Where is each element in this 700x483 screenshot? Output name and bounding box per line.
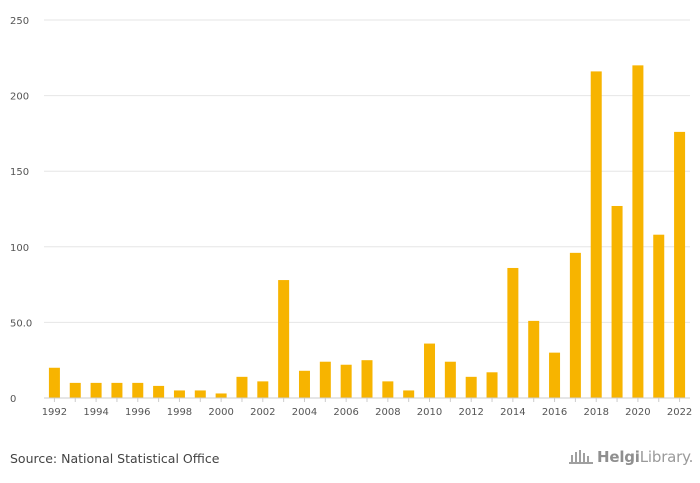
source-note: Source: National Statistical Office bbox=[10, 451, 220, 466]
bar bbox=[215, 393, 227, 398]
bar bbox=[278, 280, 290, 398]
bar bbox=[403, 390, 415, 398]
x-tick-label: 2012 bbox=[458, 407, 483, 418]
x-tick-label: 2022 bbox=[667, 407, 692, 418]
bar bbox=[632, 65, 644, 399]
logo-wordmark-rest: Library. bbox=[639, 448, 694, 466]
x-tick-label: 2016 bbox=[542, 407, 567, 418]
x-tick-label: 2006 bbox=[333, 407, 358, 418]
helgi-library-logo[interactable]: HelgiLibrary. bbox=[568, 448, 693, 466]
y-tick-label: 100 bbox=[10, 243, 29, 254]
bar bbox=[361, 360, 373, 398]
bar bbox=[194, 390, 206, 398]
bar-chart: 0 50.0 100 150 200 250 1992 1994 1996 1998 2000 200… bbox=[10, 16, 692, 418]
x-tick-label: 2014 bbox=[500, 407, 525, 418]
bar bbox=[465, 376, 477, 398]
x-tick-label: 2010 bbox=[417, 407, 442, 418]
logo-wordmark: HelgiLibrary. bbox=[597, 448, 693, 466]
y-tick-label: 250 bbox=[10, 16, 29, 27]
bar bbox=[486, 372, 498, 398]
bar bbox=[257, 381, 269, 398]
y-tick-label: 0 bbox=[10, 394, 16, 405]
bar bbox=[382, 381, 394, 398]
bar bbox=[653, 234, 665, 398]
x-tick-label: 2000 bbox=[208, 407, 233, 418]
bar bbox=[173, 390, 185, 398]
bar bbox=[528, 320, 540, 398]
bar bbox=[611, 205, 623, 398]
bar bbox=[132, 382, 144, 398]
bar bbox=[111, 382, 123, 398]
bar bbox=[319, 361, 331, 398]
bar bbox=[236, 376, 248, 398]
y-tick-label: 200 bbox=[10, 92, 29, 103]
x-tick-label: 2004 bbox=[292, 407, 317, 418]
y-tick-label: 150 bbox=[10, 167, 29, 178]
bar bbox=[444, 361, 456, 398]
x-tick-label: 1992 bbox=[42, 407, 67, 418]
x-tick-label: 1996 bbox=[125, 407, 150, 418]
bar bbox=[507, 267, 519, 398]
bar bbox=[48, 367, 60, 398]
logo-wordmark-bold: Helgi bbox=[597, 448, 640, 466]
bar bbox=[69, 382, 81, 398]
x-tick-label: 2018 bbox=[583, 407, 608, 418]
bar bbox=[298, 370, 310, 398]
x-tick-label: 1994 bbox=[83, 407, 108, 418]
bar bbox=[674, 131, 686, 398]
x-tick-label: 1998 bbox=[167, 407, 192, 418]
y-tick-label: 50.0 bbox=[10, 318, 32, 329]
bar bbox=[590, 71, 602, 399]
x-tick-label: 2008 bbox=[375, 407, 400, 418]
bar bbox=[549, 352, 561, 398]
bar bbox=[424, 343, 436, 398]
x-tick-label: 2002 bbox=[250, 407, 275, 418]
bar bbox=[340, 364, 352, 398]
library-building-icon bbox=[569, 450, 593, 464]
bar bbox=[90, 382, 102, 398]
bar bbox=[569, 252, 581, 398]
x-tick-label: 2020 bbox=[625, 407, 650, 418]
bar bbox=[153, 385, 165, 398]
